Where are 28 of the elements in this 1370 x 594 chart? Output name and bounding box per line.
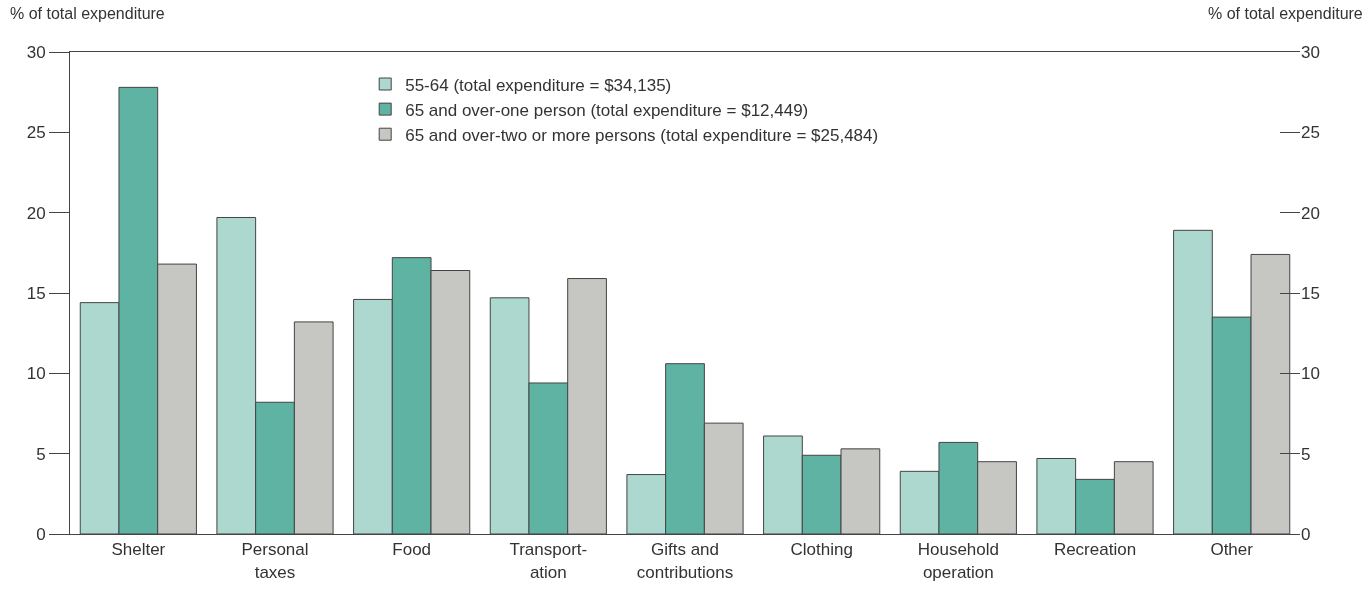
x-tick-label: Other [1210,540,1254,560]
legend-label: 55-64 (total expenditure = $34,135) [405,75,672,95]
y-tick-label: 15 [26,283,46,303]
y2-tick-label: 5 [1301,444,1311,464]
x-tick-label: Shelter [111,540,166,560]
y2-tick-label: 20 [1301,203,1320,223]
x-tick-label: Clothing [790,540,853,560]
x-tick-label: Transport- ation [509,540,588,582]
legend-label: 65 and over-two or more persons (total expenditure = $25,484) [405,125,879,145]
y-tick-label: 25 [26,123,46,143]
y2-axis-title: % of total expenditure [1208,5,1363,22]
y-tick-label: 30 [26,42,46,62]
y2-tick-label: 10 [1301,364,1320,384]
x-tick-label: Food [392,540,432,560]
x-tick-label: Recreation [1053,540,1137,560]
legend-label: 65 and over-one person (total expenditure = $12,449) [405,100,809,120]
x-tick-label: Household operation [917,540,999,582]
y-axis-title: % of total expenditure [10,5,165,22]
y2-tick-label: 15 [1301,283,1320,303]
y-tick-label: 5 [36,444,46,464]
y2-tick-label: 0 [1301,524,1311,544]
y-tick-label: 0 [36,524,46,544]
y2-tick-label: 25 [1301,123,1320,143]
y2-tick-label: 30 [1301,42,1320,62]
y-tick-label: 20 [26,203,46,223]
x-tick-label: Personal taxes [241,540,309,582]
x-tick-label: Gifts and contributions [636,540,734,582]
y-tick-label: 10 [26,364,46,384]
